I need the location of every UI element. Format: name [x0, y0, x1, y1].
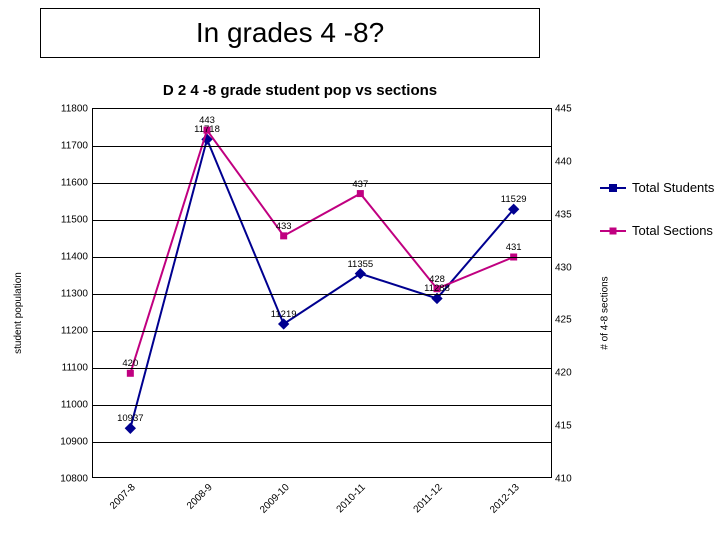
chart-area: student population 108001090011000111001… — [30, 108, 595, 518]
data-label: 11219 — [271, 309, 297, 320]
ytick-left: 10900 — [60, 437, 88, 448]
ytick-left: 11400 — [61, 252, 88, 263]
gridline — [92, 442, 551, 443]
ytick-left: 11100 — [62, 363, 88, 374]
data-label: 420 — [122, 358, 138, 369]
data-label: 11529 — [501, 194, 527, 205]
xtick: 2007-8 — [108, 482, 138, 512]
legend-label-sections: Total Sections — [632, 223, 713, 238]
xtick: 2012-13 — [488, 482, 522, 516]
y-axis-right-label: # of 4-8 sections — [599, 276, 610, 349]
gridline — [92, 294, 551, 295]
data-label: 428 — [429, 274, 445, 285]
legend-item-sections: Total Sections — [600, 223, 714, 238]
data-label: 431 — [506, 242, 522, 253]
ytick-left: 11600 — [61, 178, 88, 189]
xtick: 2010-11 — [335, 482, 368, 515]
gridline — [92, 146, 551, 147]
ytick-left: 11500 — [61, 215, 88, 226]
gridline — [92, 368, 551, 369]
legend-swatch-students — [600, 181, 626, 195]
ytick-left: 10800 — [60, 474, 88, 485]
gridline — [92, 220, 551, 221]
xtick: 2011-12 — [412, 482, 445, 515]
data-label: 433 — [276, 221, 292, 232]
data-label: 443 — [199, 115, 215, 126]
legend-item-students: Total Students — [600, 180, 714, 195]
ytick-right: 410 — [555, 474, 572, 485]
legend-swatch-sections — [600, 224, 626, 238]
data-label: 11288 — [424, 283, 450, 294]
slide-title: In grades 4 -8? — [196, 17, 384, 49]
ytick-right: 425 — [555, 315, 572, 326]
ytick-right: 415 — [555, 421, 572, 432]
y-axis-left-label: student population — [13, 272, 24, 354]
xtick: 2009-10 — [258, 482, 292, 516]
ytick-right: 435 — [555, 209, 572, 220]
chart-title: D 2 4 -8 grade student pop vs sections — [0, 82, 600, 99]
ytick-right: 440 — [555, 156, 572, 167]
plot-area: 1080010900110001110011200113001140011500… — [92, 108, 552, 478]
data-label: 437 — [352, 179, 368, 190]
ytick-left: 11300 — [61, 289, 88, 300]
legend-label-students: Total Students — [632, 180, 714, 195]
gridline — [92, 183, 551, 184]
ytick-left: 11000 — [61, 400, 88, 411]
ytick-left: 11800 — [61, 104, 88, 115]
slide-title-box: In grades 4 -8? — [40, 8, 540, 58]
data-label: 11355 — [347, 259, 373, 270]
gridline — [92, 405, 551, 406]
data-label: 10937 — [117, 413, 143, 424]
ytick-right: 430 — [555, 262, 572, 273]
gridline — [92, 257, 551, 258]
gridline — [92, 331, 551, 332]
ytick-left: 11200 — [61, 326, 88, 337]
legend: Total Students Total Sections — [600, 180, 714, 266]
ytick-left: 11700 — [61, 141, 88, 152]
ytick-right: 445 — [555, 104, 572, 115]
xtick: 2008-9 — [185, 482, 215, 512]
ytick-right: 420 — [555, 368, 572, 379]
